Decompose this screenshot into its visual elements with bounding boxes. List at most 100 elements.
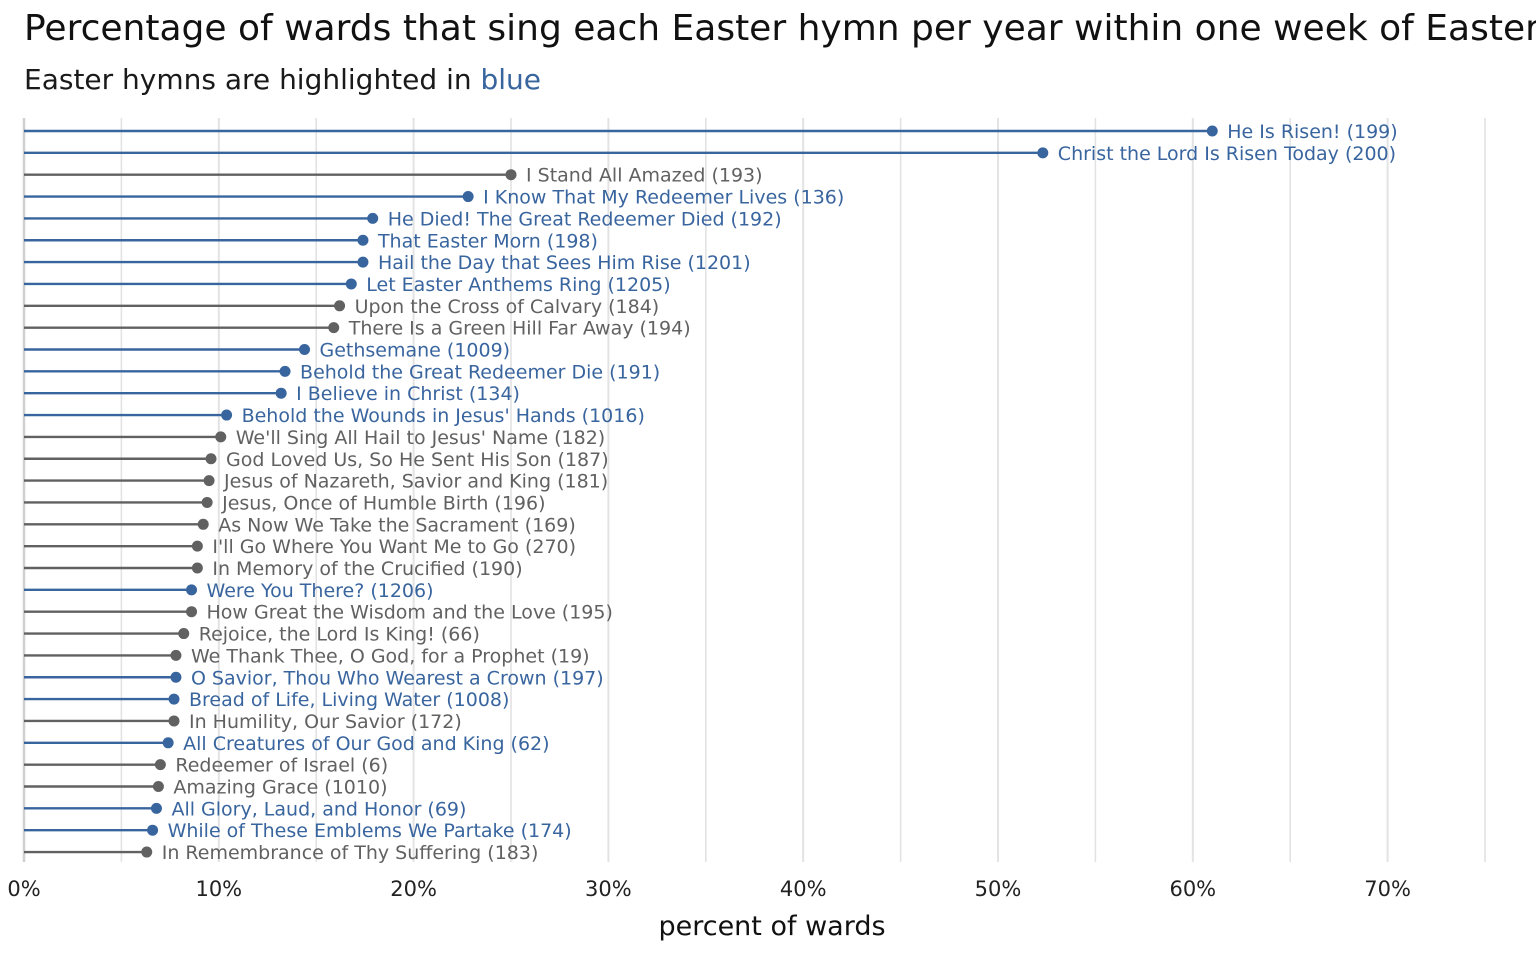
hymn-row: That Easter Morn (198) bbox=[24, 230, 598, 252]
lollipop-point bbox=[205, 453, 217, 465]
hymn-row: Bread of Life, Living Water (1008) bbox=[24, 689, 509, 711]
hymn-row: Amazing Grace (1010) bbox=[24, 777, 387, 799]
hymn-label: He Is Risen! (199) bbox=[1227, 121, 1397, 143]
lollipop-point bbox=[345, 278, 357, 290]
hymn-row: Were You There? (1206) bbox=[24, 580, 434, 602]
hymn-row: In Humility, Our Savior (172) bbox=[24, 711, 462, 733]
hymn-row: All Creatures of Our God and King (62) bbox=[24, 733, 550, 755]
x-tick-label: 60% bbox=[1169, 877, 1216, 901]
x-tick-label: 70% bbox=[1364, 877, 1411, 901]
hymn-label: In Memory of the Crucified (190) bbox=[212, 558, 522, 580]
hymn-row: I'll Go Where You Want Me to Go (270) bbox=[24, 536, 576, 558]
chart-marks: He Is Risen! (199)Christ the Lord Is Ris… bbox=[24, 121, 1398, 864]
hymn-label: We'll Sing All Hail to Jesus' Name (182) bbox=[236, 427, 605, 449]
lollipop-point bbox=[168, 693, 180, 705]
hymn-row: Upon the Cross of Calvary (184) bbox=[24, 296, 659, 318]
hymn-row: I Believe in Christ (134) bbox=[24, 383, 520, 405]
hymn-label: Jesus of Nazareth, Savior and King (181) bbox=[223, 471, 608, 493]
hymn-row: We Thank Thee, O God, for a Prophet (19) bbox=[24, 645, 590, 667]
chart-title: Percentage of wards that sing each Easte… bbox=[24, 8, 1536, 49]
lollipop-point bbox=[328, 322, 340, 334]
hymn-label: God Loved Us, So He Sent His Son (187) bbox=[226, 449, 609, 471]
x-tick-label: 10% bbox=[195, 877, 242, 901]
lollipop-point bbox=[357, 234, 369, 246]
hymn-label: Rejoice, the Lord Is King! (66) bbox=[199, 624, 480, 646]
hymn-label: Were You There? (1206) bbox=[207, 580, 434, 602]
hymn-label: Let Easter Anthems Ring (1205) bbox=[366, 274, 670, 296]
hymn-label: O Savior, Thou Who Wearest a Crown (197) bbox=[191, 667, 604, 689]
lollipop-point bbox=[357, 256, 369, 268]
hymn-label: There Is a Green Hill Far Away (194) bbox=[348, 318, 691, 340]
lollipop-point bbox=[215, 431, 227, 443]
hymn-row: Gethsemane (1009) bbox=[24, 340, 510, 362]
hymn-label: We Thank Thee, O God, for a Prophet (19) bbox=[191, 645, 590, 667]
lollipop-point bbox=[505, 169, 517, 181]
hymn-label: Bread of Life, Living Water (1008) bbox=[189, 689, 509, 711]
hymn-label: That Easter Morn (198) bbox=[377, 230, 598, 252]
lollipop-point bbox=[162, 737, 174, 749]
x-tick-label: 0% bbox=[7, 877, 40, 901]
hymn-label: I Believe in Christ (134) bbox=[296, 383, 520, 405]
chart-subtitle: Easter hymns are highlighted in blue bbox=[24, 63, 541, 96]
hymn-label: As Now We Take the Sacrament (169) bbox=[218, 514, 576, 536]
hymn-label: Upon the Cross of Calvary (184) bbox=[355, 296, 660, 318]
x-axis-title: percent of wards bbox=[658, 911, 885, 942]
lollipop-point bbox=[275, 387, 287, 399]
lollipop-point bbox=[141, 846, 153, 858]
hymn-row: God Loved Us, So He Sent His Son (187) bbox=[24, 449, 609, 471]
hymn-row: I Know That My Redeemer Lives (136) bbox=[24, 187, 844, 209]
hymn-label: Hail the Day that Sees Him Rise (1201) bbox=[378, 252, 751, 274]
lollipop-point bbox=[147, 824, 159, 836]
x-axis: 0% 10% 20% 30% 40% 50% 60% 70% bbox=[7, 877, 1411, 901]
x-tick-label: 30% bbox=[585, 877, 632, 901]
hymn-row: Let Easter Anthems Ring (1205) bbox=[24, 274, 671, 296]
hymn-label: All Glory, Laud, and Honor (69) bbox=[171, 798, 466, 820]
hymn-label: In Humility, Our Savior (172) bbox=[189, 711, 462, 733]
lollipop-point bbox=[191, 562, 203, 574]
lollipop-point bbox=[279, 365, 291, 377]
lollipop-point bbox=[367, 212, 379, 224]
lollipop-point bbox=[203, 475, 215, 487]
hymn-row: Jesus of Nazareth, Savior and King (181) bbox=[24, 471, 608, 493]
hymn-row: Hail the Day that Sees Him Rise (1201) bbox=[24, 252, 751, 274]
lollipop-point bbox=[221, 409, 233, 421]
hymn-label: Behold the Great Redeemer Die (191) bbox=[300, 361, 660, 383]
hymn-label: Redeemer of Israel (6) bbox=[175, 755, 388, 777]
lollipop-point bbox=[150, 802, 162, 814]
hymn-row: In Memory of the Crucified (190) bbox=[24, 558, 523, 580]
lollipop-point bbox=[178, 628, 190, 640]
hymn-label: I Stand All Amazed (193) bbox=[526, 165, 763, 187]
lollipop-point bbox=[152, 781, 164, 792]
hymn-row: While of These Emblems We Partake (174) bbox=[24, 820, 572, 842]
lollipop-point bbox=[191, 540, 203, 552]
lollipop-point bbox=[334, 300, 346, 312]
lollipop-point bbox=[186, 606, 198, 618]
hymn-row: In Remembrance of Thy Suffering (183) bbox=[24, 842, 538, 864]
lollipop-point bbox=[299, 344, 311, 355]
hymn-label: While of These Emblems We Partake (174) bbox=[168, 820, 572, 842]
lollipop-point bbox=[462, 191, 474, 203]
lollipop-point bbox=[1206, 125, 1218, 137]
hymn-label: I Know That My Redeemer Lives (136) bbox=[483, 187, 844, 209]
hymn-row: I Stand All Amazed (193) bbox=[24, 165, 763, 187]
lollipop-point bbox=[1037, 147, 1049, 159]
hymn-row: As Now We Take the Sacrament (169) bbox=[24, 514, 576, 536]
hymn-row: Rejoice, the Lord Is King! (66) bbox=[24, 624, 480, 646]
hymn-row: O Savior, Thou Who Wearest a Crown (197) bbox=[24, 667, 604, 689]
x-tick-label: 20% bbox=[390, 877, 437, 901]
lollipop-point bbox=[201, 496, 213, 508]
x-tick-label: 40% bbox=[780, 877, 827, 901]
hymn-label: Behold the Wounds in Jesus' Hands (1016) bbox=[242, 405, 645, 427]
lollipop-point bbox=[170, 671, 182, 683]
hymn-label: Christ the Lord Is Risen Today (200) bbox=[1058, 143, 1396, 165]
gridlines bbox=[22, 118, 1486, 862]
lollipop-point bbox=[170, 649, 182, 661]
x-tick-label: 50% bbox=[975, 877, 1022, 901]
hymn-label: Jesus, Once of Humble Birth (196) bbox=[221, 492, 545, 514]
hymn-label: In Remembrance of Thy Suffering (183) bbox=[162, 842, 539, 864]
hymn-label: How Great the Wisdom and the Love (195) bbox=[207, 602, 613, 624]
subtitle-highlight: blue bbox=[480, 63, 542, 96]
hymn-label: Gethsemane (1009) bbox=[320, 340, 511, 362]
lollipop-point bbox=[168, 715, 180, 727]
